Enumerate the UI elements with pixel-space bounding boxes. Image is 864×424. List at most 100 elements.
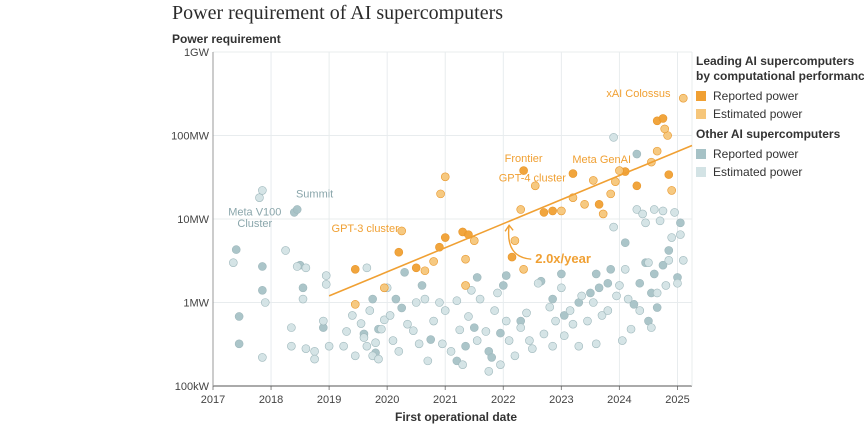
data-point-leading-estimated	[615, 166, 624, 175]
data-point-other-estimated	[287, 341, 296, 351]
data-point-other-reported	[548, 294, 557, 304]
data-point-other-estimated	[481, 327, 491, 336]
data-point-other-estimated	[641, 218, 650, 228]
data-point-leading-estimated	[379, 283, 389, 293]
x-tick-label: 2022	[491, 394, 515, 406]
data-point-other-estimated	[420, 294, 430, 304]
data-point-leading-reported	[411, 263, 421, 273]
legend-item-leading-reported: Reported power	[696, 87, 864, 105]
annotation-label: GPT-3 cluster	[332, 223, 400, 235]
data-point-other-estimated	[652, 288, 662, 298]
data-point-leading-reported	[539, 208, 549, 217]
y-axis-label: Power requirement	[172, 32, 281, 46]
data-point-other-estimated	[310, 347, 319, 356]
legend-heading-other: Other AI supercomputers	[696, 127, 841, 141]
data-point-other-estimated	[385, 311, 395, 320]
data-point-other-estimated	[649, 205, 659, 214]
y-tick-label: 100kW	[175, 381, 210, 393]
data-point-other-estimated	[362, 341, 372, 351]
data-point-other-estimated	[559, 331, 569, 341]
x-tick-label: 2019	[317, 394, 341, 406]
data-point-leading-estimated	[598, 209, 608, 219]
data-point-other-estimated	[583, 316, 592, 326]
data-point-other-estimated	[350, 351, 360, 361]
data-point-other-estimated	[359, 333, 369, 342]
legend-label-other-reported: Reported power	[713, 147, 799, 161]
data-point-leading-estimated	[461, 281, 470, 290]
data-point-leading-estimated	[429, 257, 438, 266]
annotation-label: xAI Colossus	[606, 88, 671, 100]
data-point-other-reported	[586, 288, 595, 298]
data-point-other-reported	[368, 294, 377, 304]
data-point-other-reported	[559, 311, 569, 320]
data-point-leading-reported	[548, 206, 557, 216]
data-point-other-reported	[676, 218, 685, 228]
data-point-other-reported	[635, 278, 645, 288]
data-point-other-reported	[472, 273, 482, 282]
data-point-other-estimated	[371, 338, 380, 348]
data-point-other-estimated	[348, 311, 357, 320]
data-point-other-estimated	[609, 133, 618, 142]
data-point-other-reported	[499, 281, 508, 290]
data-point-other-estimated	[414, 339, 424, 349]
data-point-leading-estimated	[510, 236, 520, 245]
data-point-other-estimated	[409, 326, 418, 335]
data-point-leading-reported	[440, 233, 450, 242]
trend-arrow-head	[504, 224, 514, 232]
data-point-leading-estimated	[606, 189, 616, 199]
data-point-leading-estimated	[420, 266, 430, 276]
data-point-other-estimated	[429, 316, 438, 326]
data-point-other-estimated	[260, 298, 270, 307]
data-point-other-reported	[417, 281, 427, 290]
data-point-other-estimated	[539, 329, 549, 339]
data-point-other-estimated	[298, 294, 308, 304]
data-point-other-estimated	[324, 341, 334, 351]
annotation-label: Meta V100	[228, 207, 281, 219]
data-point-other-estimated	[362, 263, 372, 273]
trend-line	[328, 144, 693, 297]
data-point-other-reported	[234, 312, 244, 321]
x-tick-label: 2023	[549, 394, 573, 406]
legend-label-leading-estimated: Estimated power	[713, 107, 803, 121]
data-point-other-estimated	[632, 205, 642, 214]
data-point-other-estimated	[623, 294, 633, 304]
data-point-leading-estimated	[516, 205, 526, 214]
data-point-leading-reported	[594, 199, 604, 209]
data-point-other-estimated	[591, 339, 601, 349]
data-point-other-estimated	[455, 325, 465, 335]
data-point-other-estimated	[597, 311, 607, 320]
data-point-other-estimated	[516, 323, 526, 332]
data-point-other-estimated	[504, 336, 514, 345]
data-point-other-reported	[649, 269, 659, 279]
annotation-label: Summit	[296, 189, 333, 201]
y-tick-label: 1GW	[184, 47, 210, 59]
data-point-leading-estimated	[678, 93, 688, 103]
data-point-other-estimated	[678, 256, 688, 265]
data-point-other-reported	[426, 335, 436, 344]
data-point-leading-estimated	[530, 181, 540, 191]
legend-item-leading-estimated: Estimated power	[696, 105, 864, 123]
data-point-other-estimated	[258, 353, 267, 362]
data-point-other-estimated	[528, 344, 537, 353]
data-point-other-estimated	[635, 306, 645, 315]
data-point-other-estimated	[501, 316, 511, 326]
data-point-other-estimated	[667, 233, 676, 242]
data-point-other-estimated	[446, 347, 456, 356]
data-point-leading-reported	[519, 166, 528, 175]
data-point-other-estimated	[374, 354, 383, 364]
legend-swatch-other-estimated	[696, 167, 706, 177]
data-point-other-estimated	[655, 216, 665, 226]
legend-leading-group: Leading AI supercomputers by computation…	[696, 54, 864, 123]
data-point-leading-estimated	[519, 264, 528, 274]
data-point-leading-estimated	[652, 146, 662, 156]
data-point-other-estimated	[609, 222, 618, 232]
data-point-other-estimated	[258, 186, 267, 195]
data-point-other-estimated	[377, 324, 386, 334]
data-point-other-estimated	[321, 271, 331, 280]
data-point-other-estimated	[287, 323, 296, 332]
data-point-other-estimated	[620, 264, 630, 274]
data-point-other-estimated	[342, 327, 351, 336]
data-point-other-estimated	[493, 288, 502, 298]
data-point-other-estimated	[612, 291, 621, 301]
legend-swatch-leading-estimated	[696, 109, 706, 119]
